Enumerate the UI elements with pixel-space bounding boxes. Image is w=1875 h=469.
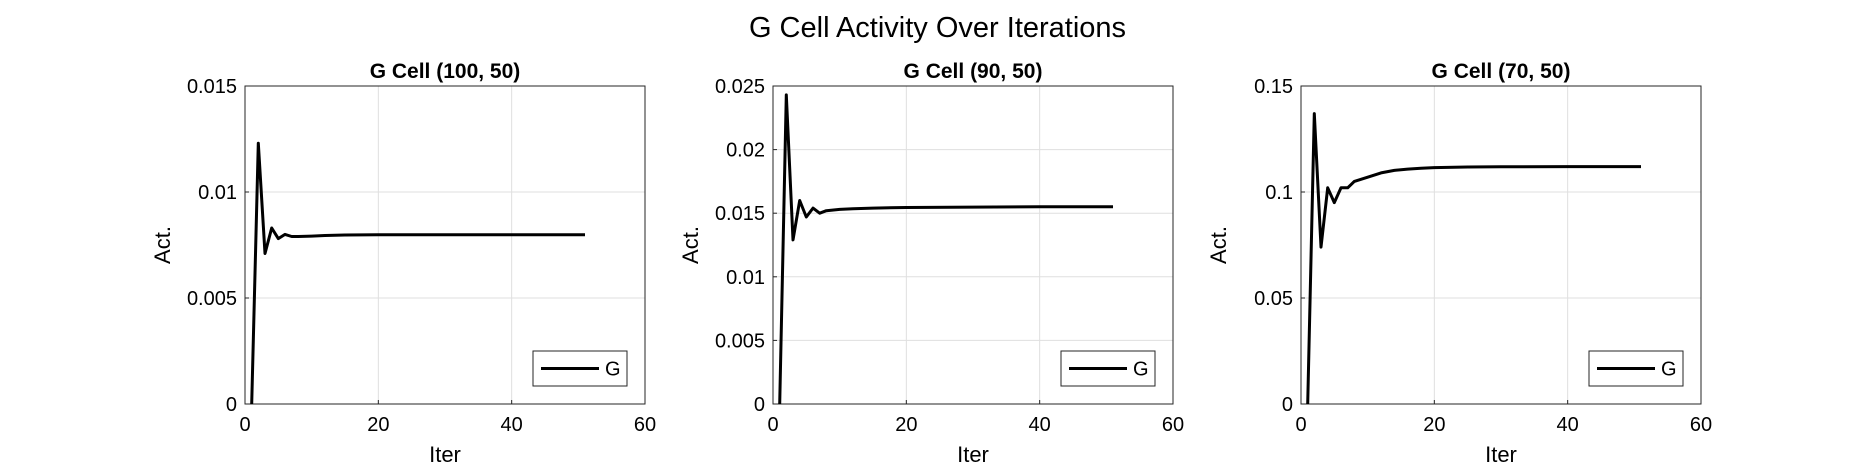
chart-title: G Cell (100, 50) xyxy=(370,60,521,83)
x-axis-label: Iter xyxy=(1485,442,1517,467)
y-axis-label: Act. xyxy=(150,226,175,264)
y-tick-label: 0 xyxy=(226,394,237,416)
y-tick-label: 0.15 xyxy=(1254,76,1293,98)
y-axis-label: Act. xyxy=(678,226,703,264)
figure-title: G Cell Activity Over Iterations xyxy=(748,12,1127,44)
y-tick-label: 0 xyxy=(754,394,765,416)
x-tick-label: 40 xyxy=(501,414,523,436)
chart-panel-3: 0 20 40 60 0 0.05 0.1 0.15 G Cell (70, 50) Iter Ac… xyxy=(1206,60,1712,467)
y-tick-label: 0.025 xyxy=(715,76,765,98)
x-tick-label: 60 xyxy=(1690,414,1712,436)
x-tick-label: 20 xyxy=(1423,414,1445,436)
axes-box xyxy=(1300,85,1702,405)
legend-label: G xyxy=(1133,359,1149,381)
legend-label: G xyxy=(605,359,621,381)
y-tick-label: 0.02 xyxy=(726,140,765,162)
x-tick-label: 60 xyxy=(634,414,656,436)
x-axis-label: Iter xyxy=(957,442,989,467)
legend: G xyxy=(1588,350,1684,387)
x-axis-label: Iter xyxy=(429,442,461,467)
x-tick-label: 40 xyxy=(1029,414,1051,436)
x-tick-label: 60 xyxy=(1162,414,1184,436)
chart-title: G Cell (90, 50) xyxy=(904,60,1043,83)
chart-panel-2: 0 20 40 60 0 0.005 0.01 0.015 0.02 0.025 G Cell (9… xyxy=(678,60,1184,467)
legend: G xyxy=(532,350,628,387)
axes-box xyxy=(772,85,1174,405)
chart-title: G Cell (70, 50) xyxy=(1432,60,1571,83)
y-tick-label: 0.01 xyxy=(198,182,237,204)
y-tick-label: 0.1 xyxy=(1265,182,1293,204)
y-tick-label: 0.005 xyxy=(187,288,237,310)
legend: G xyxy=(1060,350,1156,387)
y-tick-label: 0.05 xyxy=(1254,288,1293,310)
x-tick-label: 40 xyxy=(1557,414,1579,436)
x-tick-label: 20 xyxy=(895,414,917,436)
y-tick-label: 0.005 xyxy=(715,330,765,352)
x-tick-label: 0 xyxy=(1295,414,1306,436)
chart-panel-1: 0 20 40 60 0 0.005 0.01 0.015 G Cell (100, 50) It… xyxy=(150,60,656,467)
y-tick-label: 0.015 xyxy=(187,76,237,98)
x-tick-label: 0 xyxy=(767,414,778,436)
x-tick-label: 0 xyxy=(239,414,250,436)
legend-label: G xyxy=(1661,359,1677,381)
y-axis-label: Act. xyxy=(1206,226,1231,264)
axes-box xyxy=(244,85,646,405)
y-tick-label: 0 xyxy=(1282,394,1293,416)
y-tick-label: 0.01 xyxy=(726,267,765,289)
y-tick-label: 0.015 xyxy=(715,203,765,225)
x-tick-label: 20 xyxy=(367,414,389,436)
